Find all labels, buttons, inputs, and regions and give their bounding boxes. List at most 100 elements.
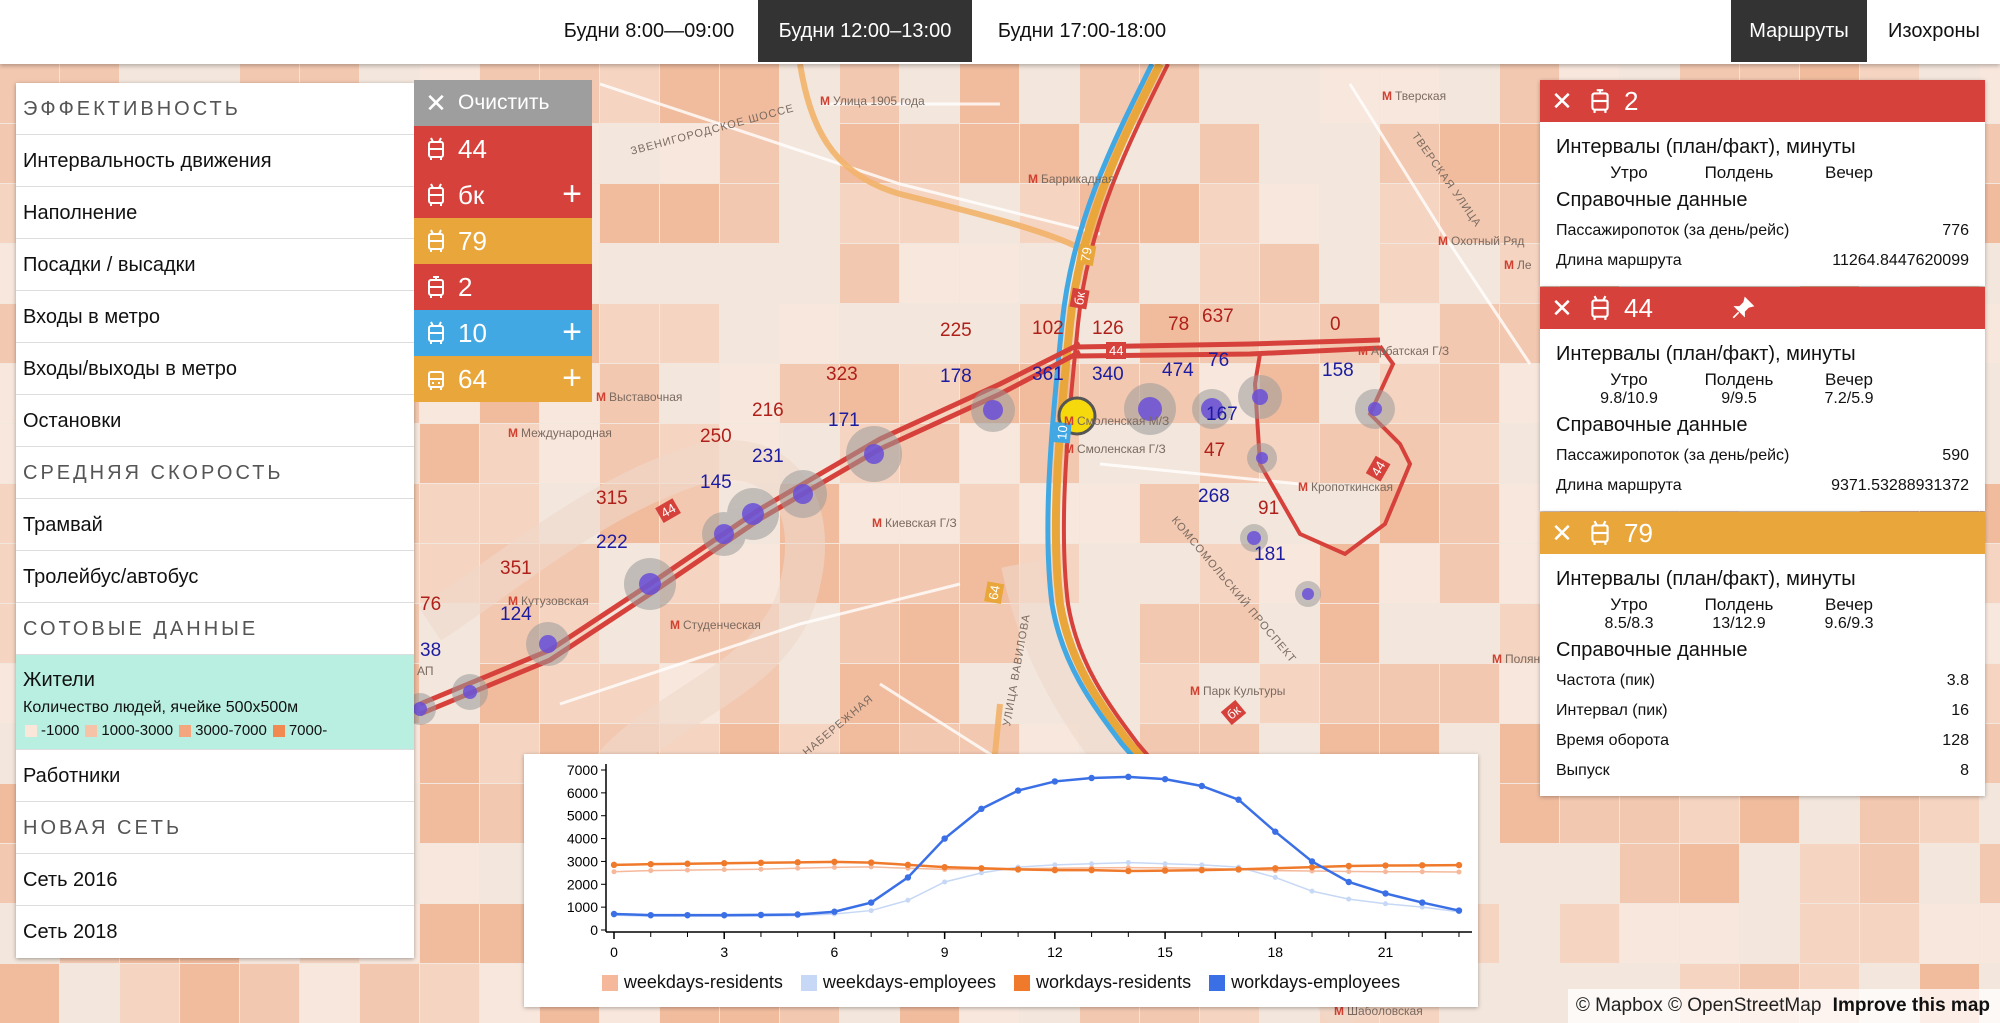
section-title-speed: СРЕДНЯЯ СКОРОСТЬ [16, 447, 414, 499]
vehicle-icon-wrap [414, 321, 458, 345]
density-cell [1380, 64, 1439, 123]
legend-item-weekdays-residents[interactable]: weekdays-residents [601, 972, 783, 993]
legend-label: weekdays-employees [822, 972, 997, 992]
add-route-icon[interactable]: + [562, 359, 582, 397]
density-cell [1980, 604, 2000, 663]
layer-workers[interactable]: Работники [16, 750, 414, 802]
layer-network-2018[interactable]: Сеть 2018 [23, 921, 118, 943]
density-cell [900, 364, 959, 423]
reference-value: 16 [1951, 702, 1969, 719]
series-point-weekdays-residents [1383, 869, 1389, 875]
reference-value: 128 [1942, 732, 1969, 749]
route-card-number: 79 [1624, 517, 1653, 548]
reference-label: Пассажиропоток (за день/рейс) [1556, 447, 1790, 464]
series-point-workdays-employees [867, 899, 875, 906]
series-point-workdays-employees [1419, 899, 1426, 906]
route-row-6[interactable]: 64 + [414, 356, 592, 402]
route-row-4[interactable]: 2 [414, 264, 592, 310]
series-point-workdays-employees [831, 908, 838, 915]
trolleybus-icon [428, 321, 444, 344]
layer-boardings[interactable]: Посадки / высадки [16, 239, 414, 291]
map-place: M Охотный Ряд [1438, 234, 1525, 248]
pin-icon[interactable] [1730, 295, 1756, 326]
legend-swatch [179, 725, 192, 737]
trolleybus-icon [428, 137, 444, 160]
density-cell [1440, 304, 1499, 363]
legend-swatch [800, 974, 817, 991]
series-point-weekdays-employees [1383, 901, 1389, 907]
density-cell [1920, 904, 1979, 963]
x-tick-label: 21 [1378, 944, 1394, 960]
density-cell [660, 124, 719, 183]
density-cell [1980, 724, 2000, 783]
legend-item-weekdays-employees[interactable]: weekdays-employees [800, 972, 997, 993]
layer-intervals[interactable]: Интервальность движения [16, 135, 414, 187]
layer-residents[interactable]: Жители Количество людей, ячейке 500х500м… [16, 655, 414, 750]
tram-icon [428, 276, 444, 298]
map-place: M Ле [1504, 258, 1532, 272]
period-morning-button[interactable]: Будни 8:00—09:00 [563, 20, 735, 42]
mode-routes-button[interactable]: Маршруты [1731, 0, 1867, 62]
close-icon[interactable]: ✕ [1551, 85, 1573, 116]
layer-tram-speed[interactable]: Трамвай [16, 499, 414, 551]
interval-columns: Утро Полдень Вечер [1574, 163, 1969, 183]
density-cell [180, 964, 239, 1023]
density-cell [1980, 844, 2000, 903]
interval-column-label: Утро [1610, 163, 1648, 182]
legend-swatch [601, 974, 618, 991]
density-cell [600, 184, 659, 243]
series-line-workdays-employees [613, 775, 1460, 917]
improve-map-link[interactable]: Improve this map [1832, 995, 1990, 1016]
layer-stops[interactable]: Остановки [16, 395, 414, 447]
density-cell [1860, 904, 1919, 963]
add-route-icon[interactable]: + [562, 175, 582, 213]
series-point-workdays-employees [1125, 773, 1132, 781]
layer-residents-label: Жители [23, 669, 95, 691]
layer-metro-entries[interactable]: Входы в метро [16, 291, 414, 343]
mode-isochrones-button[interactable]: Изохроны [1888, 20, 1980, 42]
add-route-icon[interactable]: + [562, 313, 582, 351]
density-cell [1140, 184, 1199, 243]
clear-routes-button[interactable]: ✕ Очистить [414, 80, 592, 126]
route-row-2[interactable]: бк + [414, 172, 592, 218]
stop-alightings: 474 [1162, 360, 1194, 381]
series-point-workdays-employees [794, 911, 801, 918]
layer-network-2016[interactable]: Сеть 2016 [16, 854, 414, 906]
series-point-weekdays-employees [1199, 862, 1205, 868]
legend-item-workdays-employees[interactable]: workdays-employees [1209, 972, 1400, 993]
close-icon[interactable]: ✕ [1551, 517, 1573, 548]
map-place: M Смоленская М/З [1064, 414, 1170, 428]
legend-swatch [272, 725, 285, 737]
vehicle-icon-wrap [414, 183, 458, 207]
interval-value: 9.8/10.9 [1600, 390, 1658, 407]
intervals-title: Интервалы (план/факт), минуты [1556, 568, 1856, 590]
stop-alightings: 167 [1206, 404, 1238, 425]
route-row-5[interactable]: 10 + [414, 310, 592, 356]
population-chart: 0 1000 2000 3000 4000 5000 6000 7000 0 3 6 9 12 15 18 2… [524, 754, 1478, 1007]
interval-columns: Утро Полдень Вечер [1574, 370, 1969, 390]
reference-title: Справочные данные [1556, 639, 1748, 661]
route-row-3[interactable]: 79 [414, 218, 592, 264]
chart-legend: weekdays-residents weekdays-employees work… [524, 972, 1478, 993]
legend-swatch [1014, 974, 1031, 991]
period-evening-button[interactable]: Будни 17:00-18:00 [997, 20, 1167, 42]
density-cell [1860, 844, 1919, 903]
density-cell [600, 364, 659, 423]
series-point-workdays-employees [1014, 787, 1022, 794]
layer-load[interactable]: Наполнение [16, 187, 414, 239]
map-place: M Киевская Г/З [872, 516, 957, 530]
reference-label: Выпуск [1556, 762, 1610, 779]
map-attribution: © Mapbox © OpenStreetMap Improve this ma… [1567, 989, 2000, 1023]
close-icon[interactable]: ✕ [1551, 292, 1573, 323]
density-cell [120, 964, 179, 1023]
layer-trolleybus-speed[interactable]: Тролейбус/автобус [16, 551, 414, 603]
layer-metro-entries-exits[interactable]: Входы/выходы в метро [16, 343, 414, 395]
trolleybus-icon [428, 183, 444, 206]
series-line-weekdays-residents [613, 866, 1459, 873]
route-row-1[interactable]: 44 [414, 126, 592, 172]
legend-item-workdays-residents[interactable]: workdays-residents [1014, 972, 1191, 993]
series-point-weekdays-residents [721, 867, 727, 873]
x-tick-label: 12 [1047, 944, 1063, 960]
legend-label: -1000 [41, 722, 80, 739]
period-noon-button[interactable]: Будни 12:00–13:00 [758, 0, 972, 62]
